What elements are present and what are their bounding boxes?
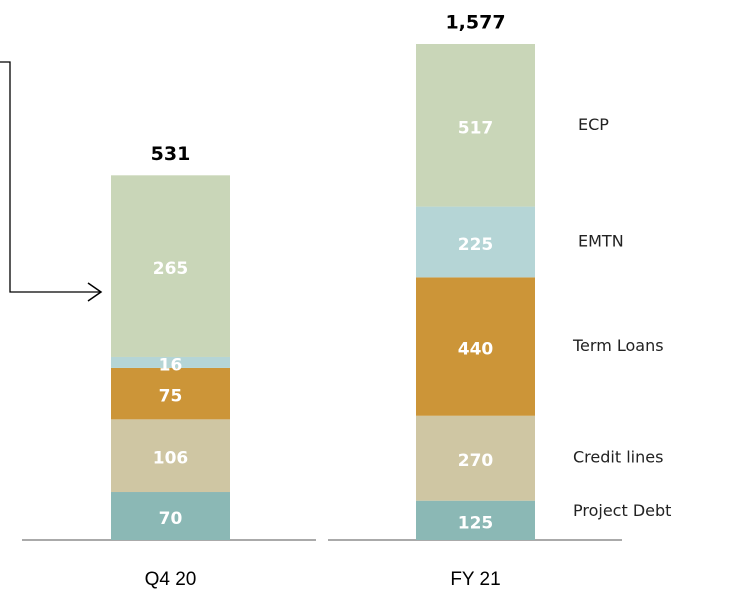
legend-label: EMTN xyxy=(578,231,624,250)
bar-segment xyxy=(111,419,230,493)
callout-arrowhead xyxy=(87,282,103,302)
segment-label: 225 xyxy=(458,235,494,255)
bar-segment xyxy=(111,356,230,368)
total-label: 531 xyxy=(151,143,191,165)
total-label: 1,577 xyxy=(445,12,505,34)
x-tick-label: FY 21 xyxy=(450,569,500,590)
segment-label: 106 xyxy=(153,449,189,469)
bar-segment xyxy=(416,500,535,540)
bar-segment xyxy=(416,277,535,416)
segment-label: 70 xyxy=(159,509,183,529)
segment-label: 265 xyxy=(153,259,189,279)
callout-line xyxy=(0,61,100,293)
segment-label: 75 xyxy=(159,387,183,407)
bar-segment xyxy=(111,492,230,540)
segment-label: 440 xyxy=(458,340,494,360)
segment-label: 517 xyxy=(458,118,494,138)
x-tick-label: Q4 20 xyxy=(145,569,197,590)
bar-segment xyxy=(416,415,535,501)
legend-label: ECP xyxy=(578,115,609,134)
bar-segment xyxy=(111,367,230,420)
bar-segment xyxy=(111,175,230,357)
segment-label: 270 xyxy=(458,451,494,471)
legend-label: Project Debt xyxy=(573,501,671,520)
legend-label: Term Loans xyxy=(572,336,664,355)
legend-label: Credit lines xyxy=(573,448,663,467)
bar-segment xyxy=(416,44,535,207)
segment-label: 125 xyxy=(458,513,494,533)
bar-segment xyxy=(416,206,535,278)
segment-label: 16 xyxy=(159,355,183,375)
